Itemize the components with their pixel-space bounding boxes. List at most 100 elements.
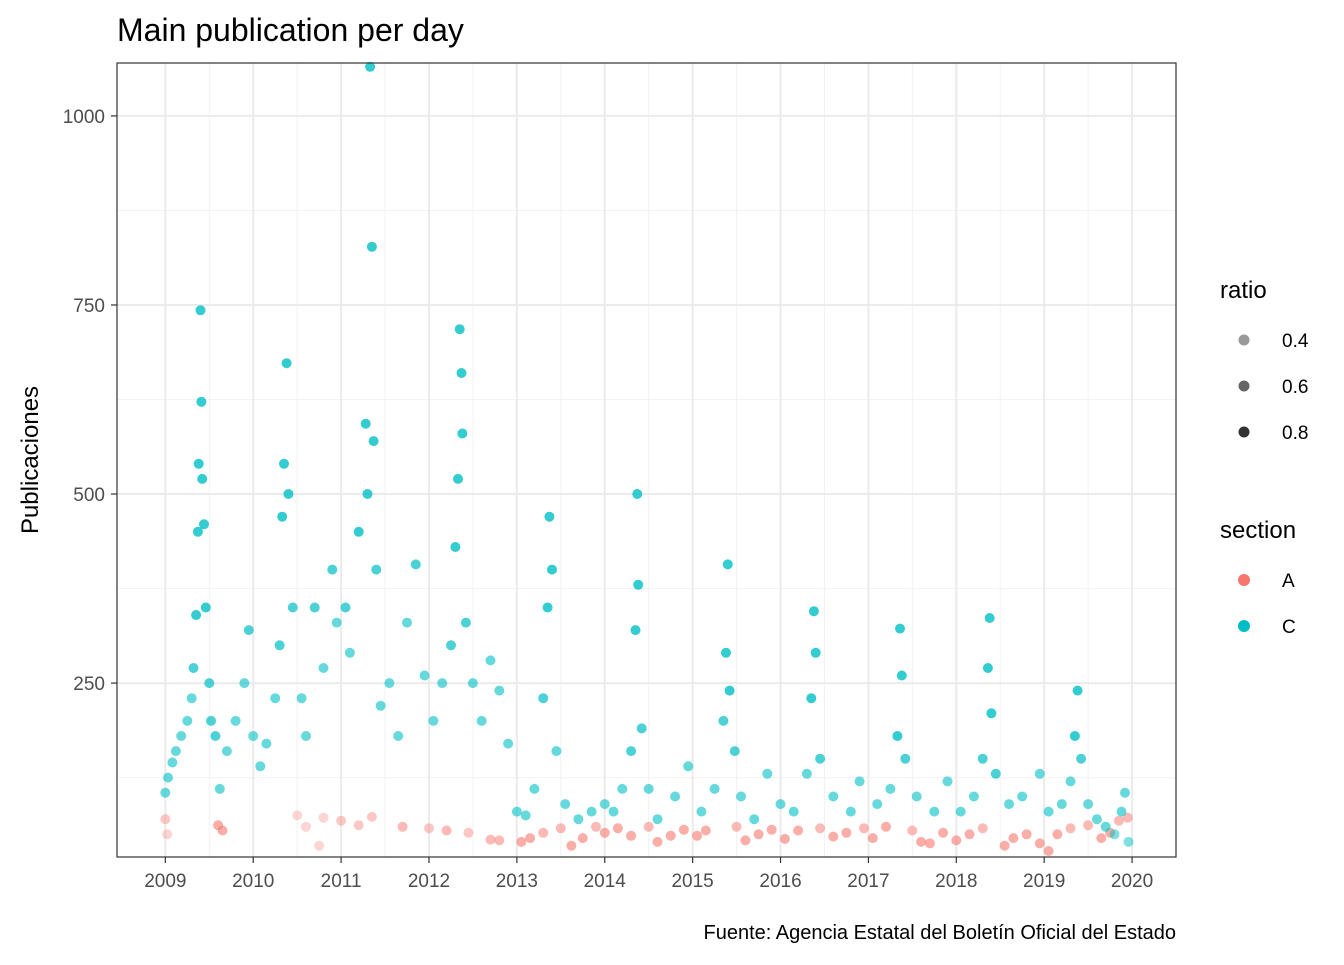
data-point-A (463, 827, 474, 838)
data-point-A (336, 815, 347, 826)
data-point-C (243, 625, 254, 636)
data-point-C (450, 542, 461, 552)
data-point-C (221, 746, 232, 757)
data-point-C (709, 783, 720, 794)
data-point-C (210, 731, 221, 741)
data-point-C (984, 613, 995, 623)
data-point-C (1072, 685, 1083, 696)
chart-title: Main publication per day (117, 12, 464, 48)
data-point-C (872, 799, 883, 810)
data-point-A (397, 821, 408, 832)
panel-background (117, 63, 1176, 857)
legend-ratio-label: 0.4 (1282, 331, 1309, 352)
data-point-C (476, 715, 487, 726)
data-point-C (968, 791, 979, 802)
data-point-A (485, 834, 496, 845)
data-point-C (457, 428, 468, 439)
data-point-C (573, 814, 584, 825)
data-point-A (867, 833, 878, 844)
data-point-A (577, 833, 588, 844)
data-point-C (630, 625, 641, 636)
data-point-C (608, 806, 619, 817)
data-point-C (460, 617, 471, 628)
legend-ratio-key (1238, 380, 1250, 392)
data-point-C (467, 678, 478, 689)
data-point-A (516, 836, 527, 847)
data-point-C (749, 814, 760, 825)
legend-section-title: section (1220, 517, 1296, 544)
data-point-C (586, 806, 597, 817)
data-point-C (729, 746, 740, 757)
data-point-C (892, 731, 903, 741)
data-point-C (722, 559, 733, 570)
data-point-C (626, 746, 637, 757)
data-point-A (366, 811, 377, 822)
data-point-C (360, 418, 371, 429)
data-point-C (544, 511, 555, 522)
data-point-C (163, 772, 173, 783)
data-point-C (1076, 753, 1087, 764)
data-point-A (1052, 829, 1063, 840)
data-point-C (986, 708, 997, 719)
data-point-C (560, 799, 571, 810)
data-point-C (982, 663, 993, 673)
data-point-C (340, 602, 351, 613)
data-point-C (197, 473, 208, 484)
data-point-A (924, 838, 935, 849)
data-point-A (1083, 820, 1094, 831)
data-point-C (845, 806, 856, 817)
data-point-A (314, 840, 325, 851)
data-point-A (566, 840, 577, 851)
legend-ratio-title: ratio (1220, 277, 1267, 304)
data-point-A (441, 825, 452, 836)
data-point-C (643, 783, 654, 794)
data-point-A (292, 810, 303, 821)
x-tick-label: 2011 (321, 871, 362, 892)
data-point-A (301, 821, 311, 832)
data-point-C (599, 799, 610, 810)
data-point-C (186, 693, 197, 704)
data-point-A (793, 825, 804, 836)
data-point-A (779, 833, 790, 844)
y-tick-label: 250 (73, 674, 105, 695)
data-point-A (525, 833, 536, 844)
data-point-C (366, 241, 377, 252)
data-point-C (1083, 799, 1094, 810)
data-point-C (287, 602, 298, 613)
data-point-C (283, 489, 294, 499)
data-point-C (828, 791, 839, 802)
x-tick-label: 2012 (408, 871, 450, 892)
data-point-C (511, 806, 522, 817)
plot-panel (116, 61, 1177, 858)
data-point-A (1096, 833, 1107, 844)
y-tick-label: 1000 (63, 107, 105, 128)
data-point-A (318, 812, 329, 823)
grid-minor (117, 63, 1176, 857)
data-point-A (665, 830, 676, 841)
data-point-A (1113, 815, 1124, 826)
data-point-A (643, 821, 654, 832)
legend-section-label: C (1282, 617, 1296, 638)
data-point-C (160, 787, 171, 798)
data-point-A (1008, 833, 1019, 844)
data-point-C (806, 693, 817, 704)
data-point-C (810, 647, 821, 658)
data-point-C (200, 602, 211, 613)
data-point-A (815, 823, 826, 834)
data-point-A (494, 835, 505, 846)
data-point-C (854, 776, 865, 787)
data-point-C (762, 768, 773, 779)
data-point-C (274, 640, 285, 651)
data-point-C (402, 617, 412, 628)
data-point-C (636, 723, 647, 734)
data-point-C (815, 753, 826, 764)
data-point-A (881, 821, 891, 832)
data-point-C (371, 564, 382, 575)
data-point-C (344, 647, 355, 658)
data-point-C (167, 757, 178, 768)
data-point-C (1091, 814, 1102, 825)
data-point-C (393, 731, 404, 741)
data-point-A (612, 823, 623, 834)
data-point-C (896, 670, 907, 681)
